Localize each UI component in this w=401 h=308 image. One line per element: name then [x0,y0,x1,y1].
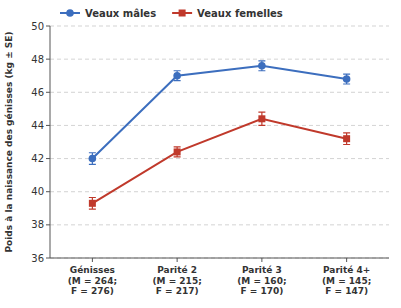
y-tick-label: 42 [31,153,44,164]
y-tick [46,92,50,93]
error-bar [174,71,181,81]
series [89,61,351,165]
legend: Veaux mâles Veaux femelles [60,8,283,19]
error-bar [174,147,181,157]
marker [89,200,96,207]
error-bar [258,112,265,125]
grid-line [50,224,389,225]
marker [343,135,350,142]
marker [89,155,97,163]
grid-line [50,191,389,192]
x-tick-label: Parité 4+(M = 145;F = 147) [322,265,371,296]
y-tick [46,258,50,259]
axes: 36 38 40 42 44 46 48 50 Génisses(M = 264;F = 276… [31,21,389,297]
grid-line [50,59,389,60]
x-tick [261,258,262,262]
y-tick [46,59,50,60]
x-axis-line [50,258,389,259]
y-tick [46,125,50,126]
chart: 36 38 40 42 44 46 48 50 Génisses(M = 264;F = 276… [0,0,401,308]
y-axis-line [50,26,51,258]
y-tick-label: 38 [31,219,44,230]
x-tick-label: Génisses(M = 264;F = 276) [68,265,117,296]
grid-line [50,92,389,93]
y-tick-label: 40 [31,186,44,197]
x-tick [346,258,347,262]
y-tick [46,191,50,192]
marker [173,72,181,80]
legend-marker [179,10,186,17]
grid-line [50,158,389,159]
y-tick-label: 44 [31,120,44,131]
legend-label: Veaux mâles [85,8,156,19]
y-tick-label: 36 [31,253,44,264]
marker [258,62,266,70]
grid [50,26,389,258]
error-bar [343,133,350,145]
grid-line [50,258,389,259]
marker [258,115,265,122]
error-bar [343,74,350,84]
grid-line [50,125,389,126]
y-tick [46,158,50,159]
series [89,112,350,209]
error-bar [258,61,265,71]
y-tick-label: 46 [31,87,44,98]
y-axis-label: Poids à la naissance des génisses (kg ± … [4,31,14,252]
marker [174,148,181,155]
legend-label: Veaux femelles [197,8,283,19]
marker [343,75,351,83]
y-tick-label: 48 [31,54,44,65]
error-bar [89,153,96,165]
grid-line [50,26,389,27]
plot-area [89,61,351,209]
x-tick [177,258,178,262]
y-tick-label: 50 [31,21,44,32]
y-tick [46,26,50,27]
x-tick-label: Parité 2(M = 215;F = 217) [152,265,201,296]
error-bar [89,198,96,210]
x-tick-label: Parité 3(M = 160;F = 170) [237,265,286,296]
line [92,66,346,159]
legend-marker [66,9,74,17]
x-tick [92,258,93,262]
line [92,119,346,204]
y-tick [46,224,50,225]
legend-item: Veaux femelles [172,8,283,19]
legend-item: Veaux mâles [60,8,156,19]
